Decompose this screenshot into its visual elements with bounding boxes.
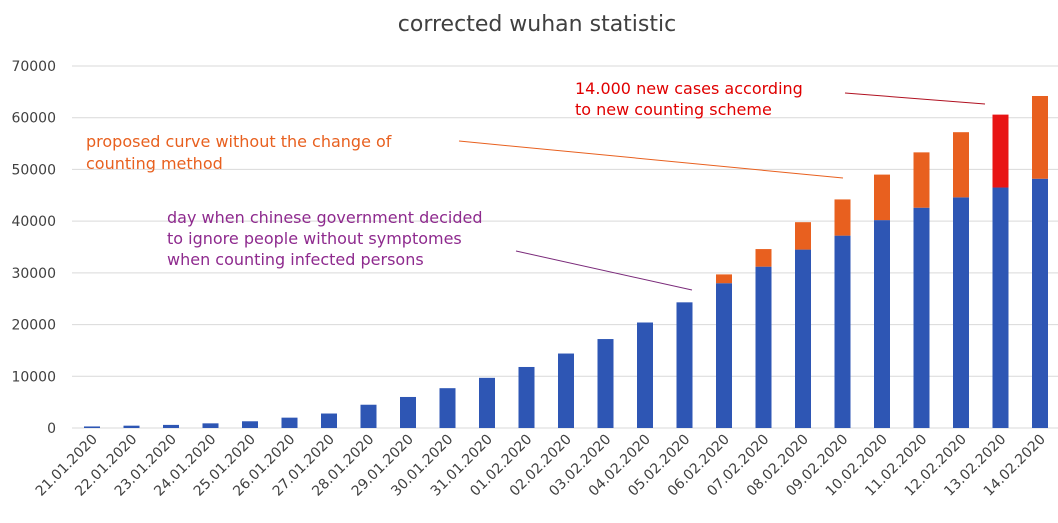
- bars: [84, 95, 1048, 428]
- bar-segment-series0-24.01.2020: [202, 423, 219, 428]
- bar-segment-series0-26.01.2020: [281, 417, 298, 428]
- y-tick-label: 10000: [11, 369, 56, 385]
- annotation-proposed-curve: proposed curve without the change of cou…: [86, 132, 397, 173]
- bar-segment-series0-09.02.2020: [834, 235, 851, 428]
- y-tick-label: 70000: [11, 59, 56, 75]
- bar-segment-series1-14.02.2020: [1032, 95, 1048, 179]
- chart-title: corrected wuhan statistic: [398, 12, 676, 37]
- bar-segment-series1-12.02.2020: [953, 132, 969, 198]
- bar-segment-series0-25.01.2020: [242, 421, 258, 428]
- bar-segment-series0-02.02.2020: [558, 353, 574, 428]
- annotation-arrow-new-cases: [844, 92, 986, 105]
- y-tick-label: 30000: [11, 266, 56, 282]
- bar-segment-series0-14.02.2020: [1032, 178, 1048, 428]
- y-tick-label: 0: [47, 421, 56, 437]
- annotation-ignore-day-line-2: to ignore people without symptomes: [167, 229, 462, 248]
- y-tick-label: 50000: [11, 162, 56, 178]
- bar-segment-series0-04.02.2020: [637, 322, 653, 428]
- bar-segment-series0-30.01.2020: [439, 388, 456, 428]
- bar-segment-series0-23.01.2020: [163, 424, 179, 428]
- y-tick-label: 20000: [11, 318, 56, 334]
- bar-segment-series0-08.02.2020: [795, 249, 811, 428]
- bar-segment-series0-10.02.2020: [874, 220, 890, 428]
- bar-segment-series0-06.02.2020: [716, 283, 732, 428]
- bar-segment-series1-08.02.2020: [795, 222, 811, 250]
- bar-segment-series1-10.02.2020: [874, 174, 890, 221]
- bar-segment-series0-05.02.2020: [676, 302, 693, 428]
- bar-segment-series0-07.02.2020: [755, 266, 772, 428]
- y-tick-label: 40000: [11, 214, 56, 230]
- bar-segment-series0-28.01.2020: [360, 404, 377, 428]
- annotation-proposed-curve-line-2: counting method: [86, 154, 223, 173]
- annotation-arrows: [458, 92, 986, 291]
- bar-segment-series0-01.02.2020: [518, 366, 535, 428]
- annotation-arrow-ignore-day: [515, 250, 693, 291]
- annotation-proposed-curve-line-1: proposed curve without the change of: [86, 132, 392, 151]
- annotation-arrow-proposed-curve: [458, 140, 844, 179]
- y-axis-ticks: 0 10000 20000 30000 40000 50000 60000 70000: [11, 59, 56, 437]
- bar-segment-series1-11.02.2020: [913, 152, 930, 208]
- bar-segment-series0-22.01.2020: [123, 425, 140, 428]
- bar-segment-series0-11.02.2020: [913, 207, 930, 428]
- annotation-ignore-day-line-3: when counting infected persons: [167, 250, 424, 269]
- annotation-new-cases-line-1: 14.000 new cases according: [575, 79, 803, 98]
- annotation-new-cases: 14.000 new cases according to new counti…: [575, 79, 808, 119]
- bar-segment-series0-12.02.2020: [953, 197, 969, 428]
- annotation-ignore-day-line-1: day when chinese government decided: [167, 208, 482, 227]
- bar-segment-series1-07.02.2020: [755, 249, 772, 267]
- y-tick-label: 60000: [11, 111, 56, 127]
- bar-segment-series1-06.02.2020: [716, 274, 732, 284]
- bar-segment-series0-13.02.2020: [992, 187, 1009, 428]
- annotation-new-cases-line-2: to new counting scheme: [575, 100, 772, 119]
- bar-segment-series0-21.01.2020: [84, 426, 100, 428]
- x-axis-ticks: 21.01.202022.01.202023.01.202024.01.2020…: [33, 432, 1049, 500]
- bar-segment-series0-03.02.2020: [597, 339, 614, 428]
- gridlines: [72, 65, 1058, 429]
- annotation-ignore-day: day when chinese government decided to i…: [167, 208, 488, 269]
- bar-segment-series0-27.01.2020: [321, 413, 337, 428]
- bar-segment-series2-13.02.2020: [992, 114, 1009, 188]
- bar-segment-series1-09.02.2020: [834, 199, 851, 236]
- bar-segment-series0-31.01.2020: [479, 377, 495, 428]
- bar-segment-series0-29.01.2020: [400, 396, 416, 428]
